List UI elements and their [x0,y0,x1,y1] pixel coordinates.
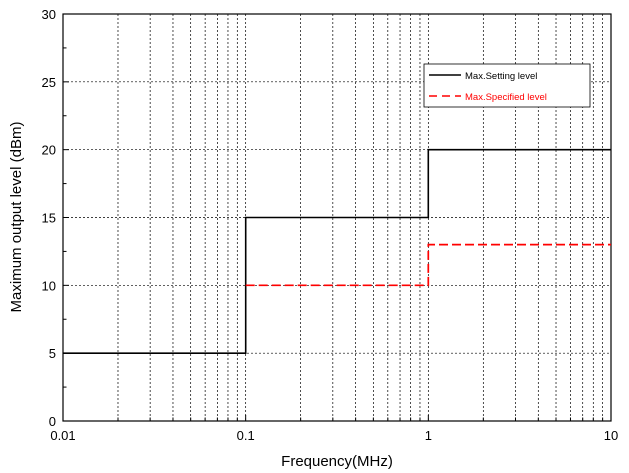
y-tick-label: 5 [49,346,56,361]
x-tick-label: 10 [604,428,618,443]
y-tick-label: 0 [49,414,56,429]
y-tick-label: 25 [42,75,56,90]
x-tick-label: 1 [425,428,432,443]
legend-label-specified: Max.Specified level [465,92,547,103]
legend-box [423,63,591,108]
x-tick-label: 0.01 [50,428,75,443]
series-line-setting-level [63,148,611,355]
series-line-specified-level [245,243,611,287]
y-tick-label: 10 [42,278,56,293]
axis-ticks [63,13,604,422]
series-group [63,148,611,355]
y-axis-title: Maximum output level (dBm) [8,122,25,313]
y-tick-label: 30 [42,7,56,22]
x-tick-label: 0.1 [237,428,255,443]
y-tick-label: 20 [42,143,56,158]
x-tick-labels: 0.01 0.1 1 10 [50,428,618,443]
y-tick-label: 15 [42,211,56,226]
x-axis-title: Frequency(MHz) [281,453,393,470]
legend-label-setting: Max.Setting level [465,71,537,82]
y-tick-labels: 0 5 10 15 20 25 30 [42,7,56,429]
legend: Max.Setting level Max.Specified level [423,63,591,108]
